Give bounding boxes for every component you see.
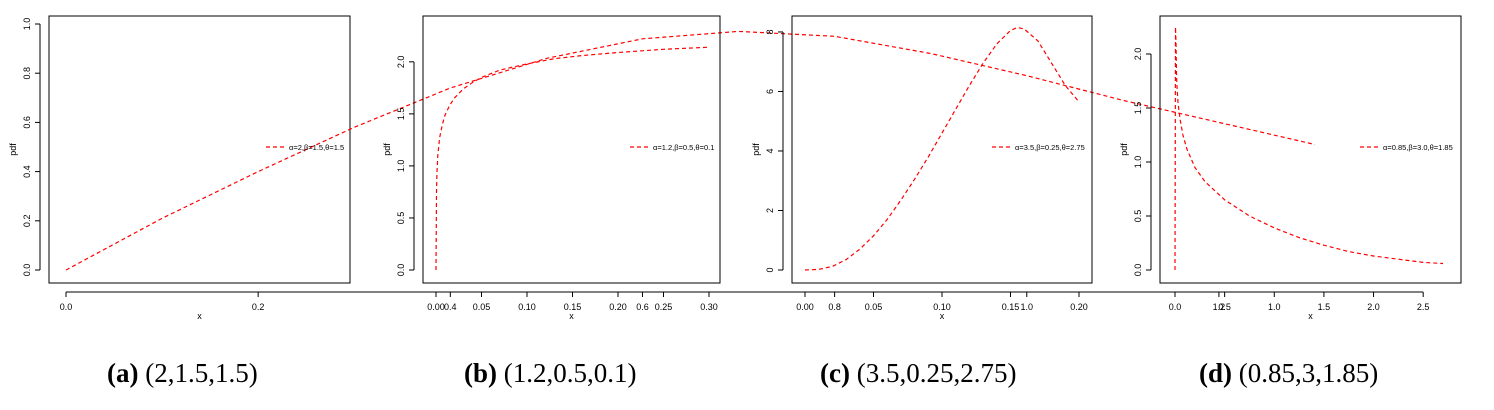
plot-frame <box>422 15 721 284</box>
y-tick-label: 0 <box>765 267 775 272</box>
y-axis-label: pdf <box>382 143 392 156</box>
caption-params: (1.2,0.5,0.1) <box>503 358 637 388</box>
series-line <box>435 46 710 271</box>
y-axis-label: pdf <box>1119 143 1129 156</box>
y-axis-label: pdf <box>8 143 18 156</box>
x-tick-label: 0.0 <box>1169 302 1182 312</box>
x-tick-label: 1.0 <box>1021 302 1034 312</box>
legend-label: α=0.85,β=3.0,θ=1.85 <box>1383 143 1453 152</box>
chart-c: 0.00 0.05 0.10 0.15 0.20 x 0 2 4 6 8 pdf α=3.5,β=0.2… <box>751 15 1093 321</box>
legend-label: α=2,β=1.5,θ=1.5 <box>289 143 344 152</box>
y-tick-label: 0.5 <box>396 212 406 225</box>
x-tick-label: 0.8 <box>828 302 841 312</box>
y-tick-label: 6 <box>765 89 775 94</box>
series-line <box>65 30 1316 271</box>
x-axis-label: x <box>940 311 945 321</box>
y-tick-label: 1.0 <box>396 160 406 173</box>
legend-label: α=3.5,β=0.25,θ=2.75 <box>1015 143 1085 152</box>
x-tick-label: 0.30 <box>700 302 718 312</box>
chart-d: 0.0 0.5 1.0 1.5 2.0 2.5 x 0.0 0.5 1.0 1.5 2.0 pdf α=0… <box>1119 15 1462 321</box>
caption-a: (a) (2,1.5,1.5) <box>107 358 258 389</box>
legend-label: α=1.2,β=0.5,θ=0.1 <box>653 143 714 152</box>
x-tick-label: 0.4 <box>444 302 457 312</box>
y-axis-label: pdf <box>751 143 761 156</box>
caption-label: (a) <box>107 358 139 388</box>
y-tick-label: 0.6 <box>22 116 32 129</box>
x-tick-label: 1.2 <box>1213 302 1226 312</box>
y-tick-label: 0.0 <box>1133 264 1143 277</box>
y-tick-label: 1.0 <box>1133 156 1143 169</box>
caption-c: (c) (3.5,0.25,2.75) <box>820 358 1016 389</box>
y-tick-label: 0.0 <box>22 264 32 277</box>
caption-d: (d) (0.85,3,1.85) <box>1199 358 1378 389</box>
y-tick-label: 0.4 <box>22 165 32 178</box>
y-tick-label: 1.5 <box>1133 102 1143 115</box>
x-tick-label: 0.0 <box>60 302 73 312</box>
x-axis-label: x <box>569 311 574 321</box>
x-tick-label: 1.5 <box>1318 302 1331 312</box>
plot-frame <box>48 15 351 284</box>
x-tick-label: 1.0 <box>1268 302 1281 312</box>
series-line <box>1174 26 1444 271</box>
y-tick-label: 8 <box>765 29 775 34</box>
x-axis-label: x <box>1308 311 1313 321</box>
x-tick-label: 0.25 <box>655 302 673 312</box>
x-tick-label: 0.10 <box>933 302 951 312</box>
x-tick-label: 0.00 <box>796 302 814 312</box>
y-tick-label: 0.0 <box>396 264 406 277</box>
caption-label: (b) <box>464 358 497 388</box>
x-tick-label: 0.20 <box>609 302 627 312</box>
x-tick-label: 0.5 <box>1218 302 1231 312</box>
x-tick-label: 2.5 <box>1417 302 1430 312</box>
caption-label: (c) <box>820 358 850 388</box>
caption-params: (0.85,3,1.85) <box>1238 358 1379 388</box>
x-tick-label: 0.15 <box>1002 302 1020 312</box>
caption-b: (b) (1.2,0.5,0.1) <box>464 358 636 389</box>
x-tick-label: 0.05 <box>473 302 491 312</box>
x-tick-label: 2.0 <box>1367 302 1380 312</box>
x-tick-label: 0.20 <box>1070 302 1088 312</box>
panel-c: 0.00 0.05 0.10 0.15 0.20 x 0 2 4 6 8 pdf α=3.5,β=0.2… <box>751 15 1093 389</box>
chart-b: 0.00 0.05 0.10 0.15 0.20 0.25 0.30 x 0.0 0.5 1.0 1.… <box>382 15 721 321</box>
x-tick-label: 0.05 <box>865 302 883 312</box>
x-tick-label: 0.00 <box>427 302 445 312</box>
y-tick-label: 0.5 <box>1133 210 1143 223</box>
y-tick-label: 2 <box>765 208 775 213</box>
plot-frame <box>791 15 1093 284</box>
caption-params: (3.5,0.25,2.75) <box>856 358 1017 388</box>
y-tick-label: 0.2 <box>22 215 32 228</box>
y-tick-label: 1.5 <box>396 108 406 121</box>
x-tick-label: 0.10 <box>518 302 536 312</box>
panel-b: 0.00 0.05 0.10 0.15 0.20 0.25 0.30 x 0.0 0.5 1.0 1.… <box>0 0 740 410</box>
y-tick-label: 0.8 <box>22 67 32 80</box>
caption-params: (2,1.5,1.5) <box>145 358 258 388</box>
series-line <box>804 26 1080 271</box>
y-tick-label: 4 <box>765 148 775 153</box>
plot-frame <box>1159 15 1462 284</box>
x-tick-label: 0.6 <box>636 302 649 312</box>
x-tick-label: 0.2 <box>252 302 265 312</box>
y-tick-label: 1.0 <box>22 18 32 31</box>
x-axis-label: x <box>197 311 202 321</box>
x-tick-label: 0.15 <box>564 302 582 312</box>
y-tick-label: 2.0 <box>1133 48 1143 61</box>
y-tick-label: 2.0 <box>396 56 406 69</box>
caption-label: (d) <box>1199 358 1232 388</box>
